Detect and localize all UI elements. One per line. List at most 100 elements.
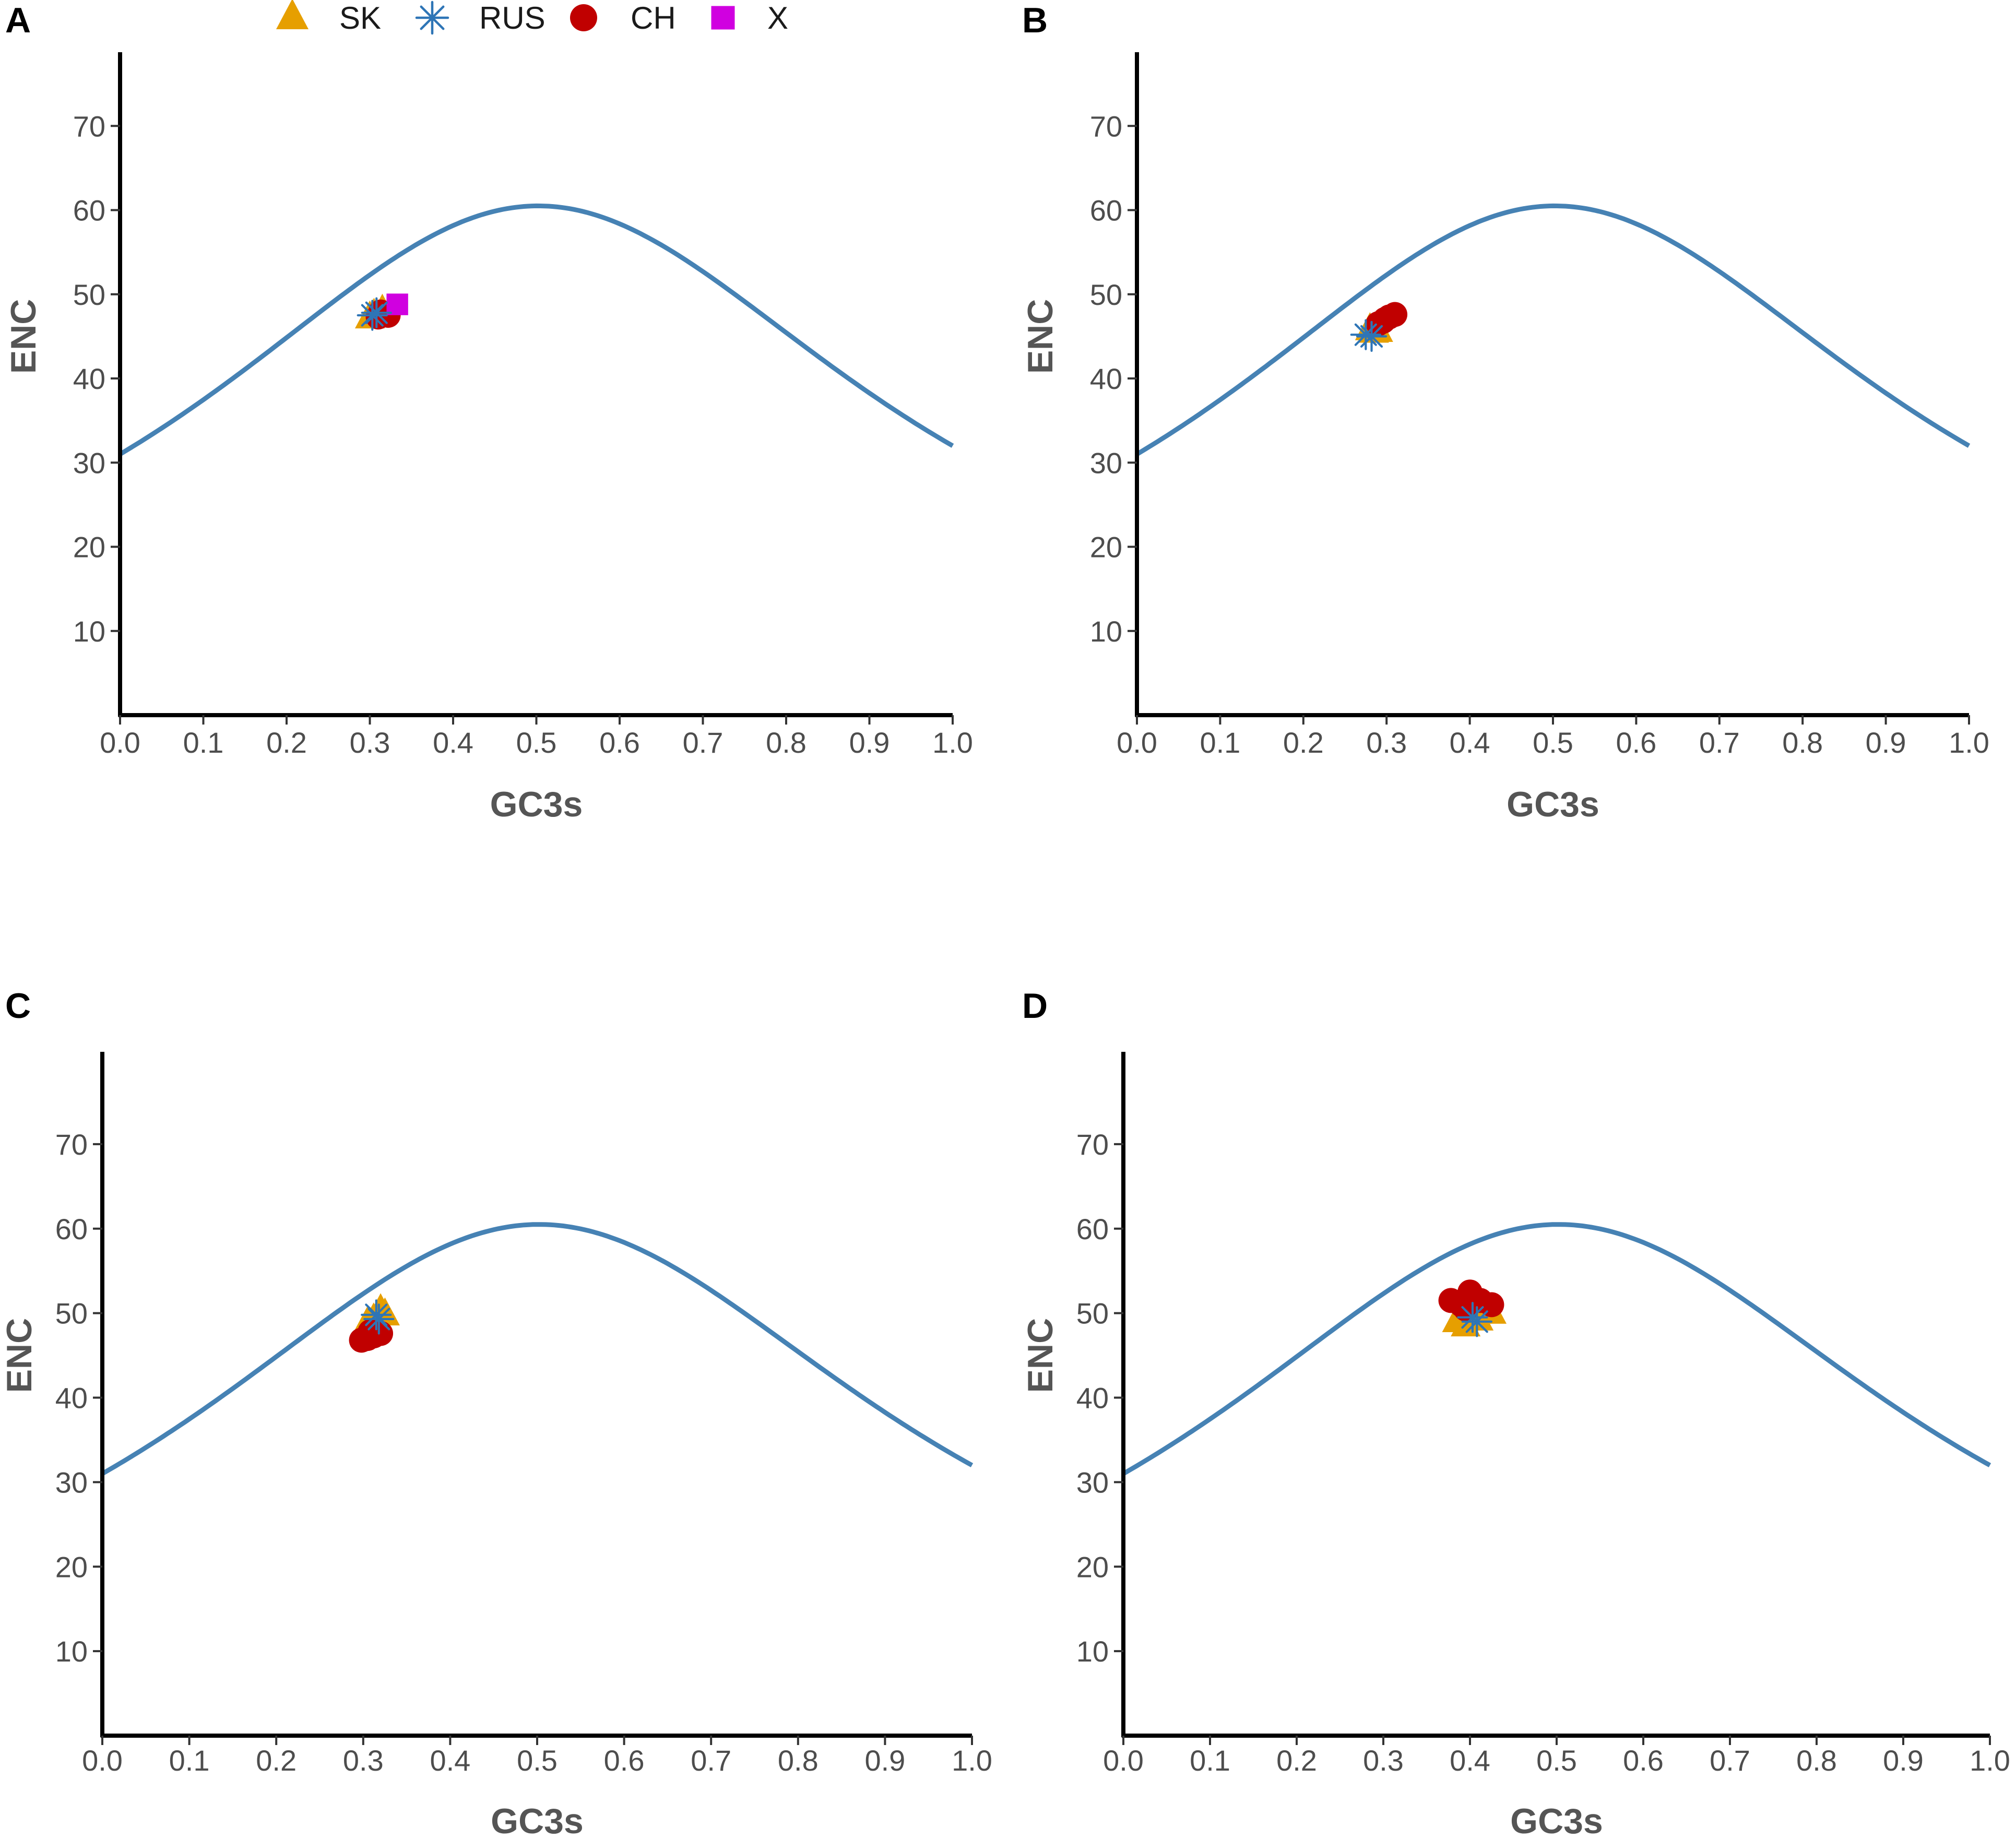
x-axis-title: GC3s [491,1801,584,1839]
y-axis-title: ENC [1021,1318,1060,1393]
x-tick-label: 0.9 [849,726,890,759]
x-tick-label: 0.1 [183,726,224,759]
asterisk-stroke [361,304,384,327]
y-tick-label: 10 [55,1635,88,1668]
x-axis-title: GC3s [1510,1801,1603,1839]
x-axis-title: GC3s [490,785,583,824]
legend-marker-asterisk [415,1,449,35]
legend-marker-circle [570,4,597,31]
y-tick-label: 60 [1090,194,1122,227]
y-axis-title: ENC [4,299,43,374]
y-tick-label: 20 [1076,1550,1109,1583]
panel-b: B 10 20 30 40 50 60 70 0.0 0.1 0.2 0.3 0.4 0.5 0.6 0.7 0… [1021,1,1989,824]
legend-label: RUS [479,1,545,35]
x-tick-label: 0.3 [1363,1744,1404,1777]
panel-label: D [1022,986,1048,1026]
x-tick-label: 0.4 [1450,1744,1490,1777]
y-tick-label: 40 [73,362,105,395]
data-points [349,1293,400,1353]
panel-d: D 10 20 30 40 50 60 70 0.0 0.1 0.2 0.3 0.4 0.5 0.6 0.7 0… [1021,986,2010,1839]
y-tick-label: 30 [1076,1466,1109,1499]
x-tick-label: 0.6 [604,1744,645,1777]
y-tick-label: 30 [1090,446,1122,479]
data-point [386,293,408,315]
asterisk-stroke [365,1303,388,1326]
panel-c: C 10 20 30 40 50 60 70 0.0 0.1 0.2 0.3 0.4 0.5 0.6 0.7 0… [0,986,992,1839]
legend-label: SK [339,1,381,35]
y-tick-label: 70 [55,1128,88,1161]
x-tick-label: 0.6 [1623,1744,1664,1777]
series-rus [1457,1302,1492,1337]
y-axis-title: ENC [1021,299,1060,374]
series-rus [1350,319,1388,352]
y-axis-title: ENC [0,1318,39,1393]
legend-item-sk: SK [276,0,381,35]
y-tick-label: 70 [1090,110,1122,143]
y-tick-label: 50 [1090,278,1122,311]
data-point [1356,321,1388,352]
data-points [1350,302,1408,352]
y-tick-label: 10 [1076,1635,1109,1668]
x-tick-label: 0.5 [516,726,557,759]
x-axis-title: GC3s [1507,785,1599,824]
series-x [386,293,408,315]
expected-enc-curve [118,203,954,456]
y-tick-label: 70 [1076,1128,1109,1161]
y-tick-label: 20 [73,531,105,564]
x-tick-label: 0.7 [1699,726,1740,759]
legend-marker-triangle [276,0,309,29]
x-tick-label: 1.0 [1970,1744,2010,1777]
y-tick-label: 60 [55,1213,88,1245]
legend-item-x: X [711,1,788,35]
series-rus [357,297,392,331]
legend-label: CH [631,1,676,35]
data-point [1479,1292,1504,1318]
x-tick-label: 0.4 [433,726,473,759]
asterisk-stroke [420,5,445,30]
series-rus [361,1299,395,1335]
y-tick-label: 30 [73,446,105,479]
x-tick-label: 0.2 [1276,1744,1317,1777]
y-tick-label: 20 [55,1550,88,1583]
expected-enc-curve [1122,1222,1991,1476]
x-tick-label: 1.0 [1949,726,1989,759]
y-tick-label: 60 [1076,1213,1109,1245]
panel-a: A 10 20 30 40 50 60 70 0.0 0.1 0.2 0.3 0.4 0.5 0.6 0.7 0… [4,1,973,824]
data-point [357,300,388,331]
data-point [361,1299,392,1331]
y-tick-label: 20 [1090,531,1122,564]
x-tick-label: 0.1 [169,1744,210,1777]
data-points [354,293,408,331]
x-tick-label: 0.4 [1450,726,1490,759]
asterisk-stroke [1360,325,1383,348]
y-tick-label: 50 [73,278,105,311]
x-tick-label: 0.7 [1710,1744,1750,1777]
series-ch [1366,302,1408,337]
x-tick-label: 0.5 [1536,1744,1577,1777]
y-tick-label: 10 [73,615,105,648]
y-tick-label: 60 [73,194,105,227]
panel-label: C [5,986,31,1026]
x-tick-label: 0.4 [430,1744,470,1777]
x-tick-label: 0.2 [256,1744,297,1777]
legend: SK RUS CH X [276,0,788,35]
expected-enc-curve [101,1222,974,1476]
y-tick-label: 40 [1076,1382,1109,1415]
x-tick-label: 0.1 [1190,1744,1230,1777]
x-tick-label: 0.0 [82,1744,123,1777]
y-tick-label: 40 [55,1382,88,1415]
x-tick-label: 0.0 [100,726,140,759]
x-tick-label: 0.9 [864,1744,905,1777]
legend-label: X [767,1,788,35]
x-tick-label: 1.0 [932,726,973,759]
data-point [363,1303,395,1335]
y-tick-label: 50 [55,1297,88,1330]
panel-label: A [5,1,31,40]
data-point [1370,309,1396,334]
x-tick-label: 0.3 [1366,726,1407,759]
y-tick-label: 50 [1076,1297,1109,1330]
x-tick-label: 0.8 [766,726,807,759]
x-tick-label: 0.5 [1533,726,1573,759]
x-tick-label: 0.8 [1796,1744,1837,1777]
x-tick-label: 0.3 [343,1744,384,1777]
